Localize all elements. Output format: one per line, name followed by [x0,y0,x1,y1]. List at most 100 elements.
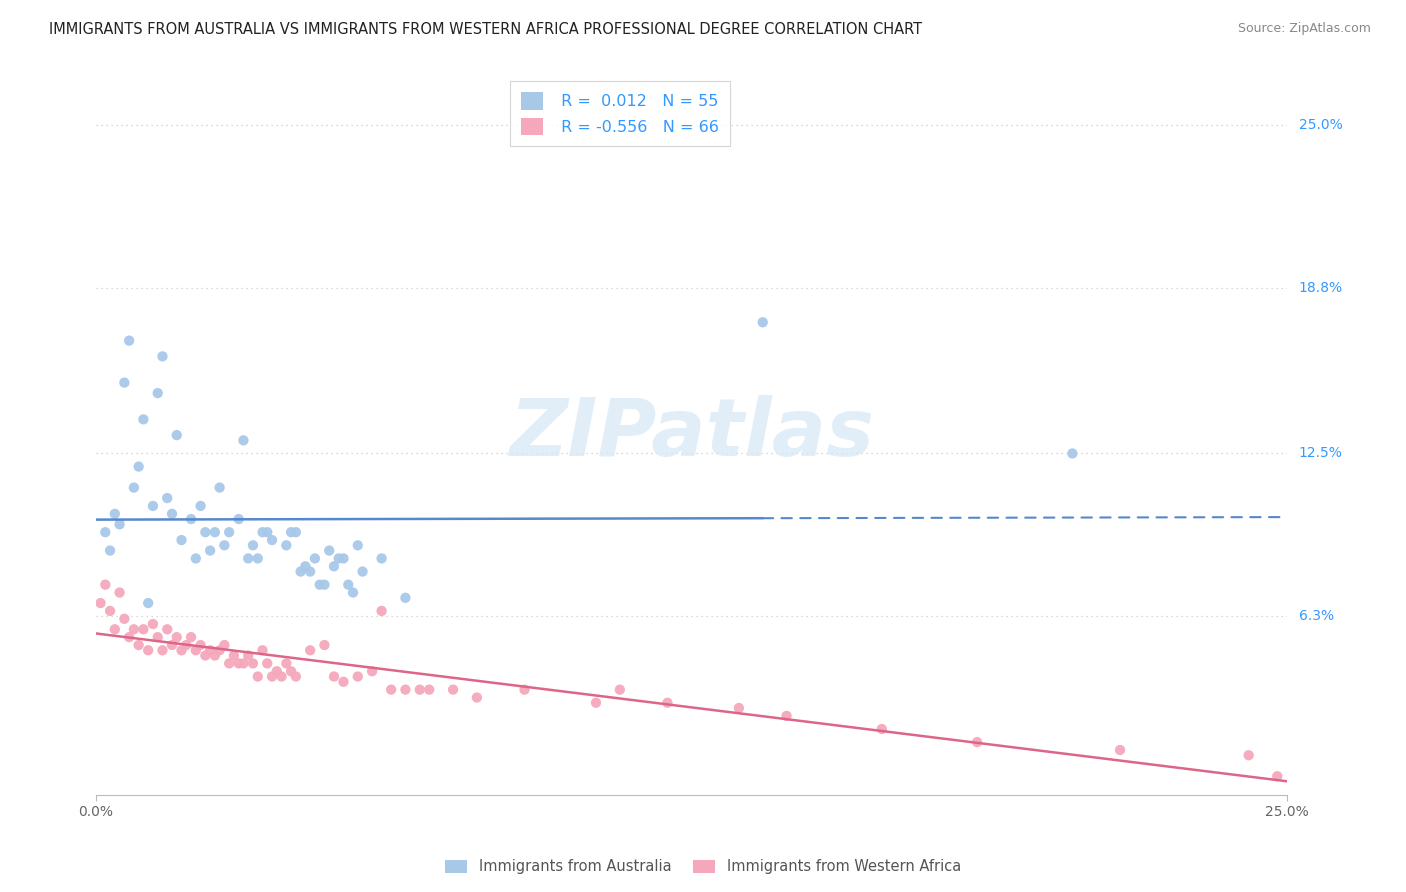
Point [280,665,302,679]
Point [465,690,488,705]
Point [194,525,217,540]
Point [160,507,183,521]
Point [94,525,117,540]
Point [128,459,150,474]
Point [1265,769,1288,783]
Point [409,682,432,697]
Point [122,622,145,636]
Point [98,604,121,618]
Point [394,682,416,697]
Point [342,585,364,599]
Point [361,665,384,679]
Point [238,648,260,663]
Point [142,617,165,632]
Point [1237,748,1260,763]
Point [299,643,322,657]
Text: 25.0%: 25.0% [1299,119,1343,132]
Point [228,512,250,526]
Point [370,551,392,566]
Point [180,630,202,644]
Point [146,630,169,644]
Point [232,434,254,448]
Point [94,577,117,591]
Point [332,551,354,566]
Point [128,638,150,652]
Point [337,577,360,591]
Point [104,622,127,636]
Point [751,315,773,329]
Point [609,682,631,697]
Point [328,551,350,566]
Point [160,638,183,652]
Point [204,648,226,663]
Point [166,630,188,644]
Point [252,525,274,540]
Point [180,512,202,526]
Point [218,657,240,671]
Point [194,648,217,663]
Point [276,657,298,671]
Point [132,622,155,636]
Point [132,412,155,426]
Point [184,643,207,657]
Point [657,696,679,710]
Point [246,551,269,566]
Point [280,525,302,540]
Point [166,428,188,442]
Point [184,551,207,566]
Point [260,533,283,547]
Point [966,735,988,749]
Point [122,481,145,495]
Point [136,596,159,610]
Point [246,669,269,683]
Point [198,643,221,657]
Text: ZIPatlas: ZIPatlas [509,395,873,473]
Point [284,669,307,683]
Point [394,591,416,605]
Point [290,565,312,579]
Point [370,604,392,618]
Point [146,386,169,401]
Point [104,507,127,521]
Point [346,669,368,683]
Point [276,538,298,552]
Point [90,596,112,610]
Point [242,538,264,552]
Point [170,643,193,657]
Point [214,538,236,552]
Point [238,551,260,566]
Point [513,682,536,697]
Text: 12.5%: 12.5% [1299,447,1343,460]
Point [156,491,179,505]
Text: 18.8%: 18.8% [1299,281,1343,295]
Point [218,525,240,540]
Point [136,643,159,657]
Point [190,638,212,652]
Point [112,612,135,626]
Point [156,622,179,636]
Point [152,350,174,364]
Point [214,638,236,652]
Point [775,709,797,723]
Point [118,334,141,348]
Point [174,638,197,652]
Point [1062,446,1084,460]
Text: IMMIGRANTS FROM AUSTRALIA VS IMMIGRANTS FROM WESTERN AFRICA PROFESSIONAL DEGREE : IMMIGRANTS FROM AUSTRALIA VS IMMIGRANTS … [49,22,922,37]
Point [260,669,283,683]
Point [323,669,346,683]
Point [418,682,440,697]
Point [270,669,292,683]
Point [294,559,316,574]
Point [170,533,193,547]
Point [304,551,326,566]
Point [314,638,336,652]
Point [256,657,278,671]
Legend: Immigrants from Australia, Immigrants from Western Africa: Immigrants from Australia, Immigrants fr… [439,854,967,880]
Point [299,565,322,579]
Point [284,525,307,540]
Point [252,643,274,657]
Point [346,538,368,552]
Point [585,696,607,710]
Point [152,643,174,657]
Point [441,682,464,697]
